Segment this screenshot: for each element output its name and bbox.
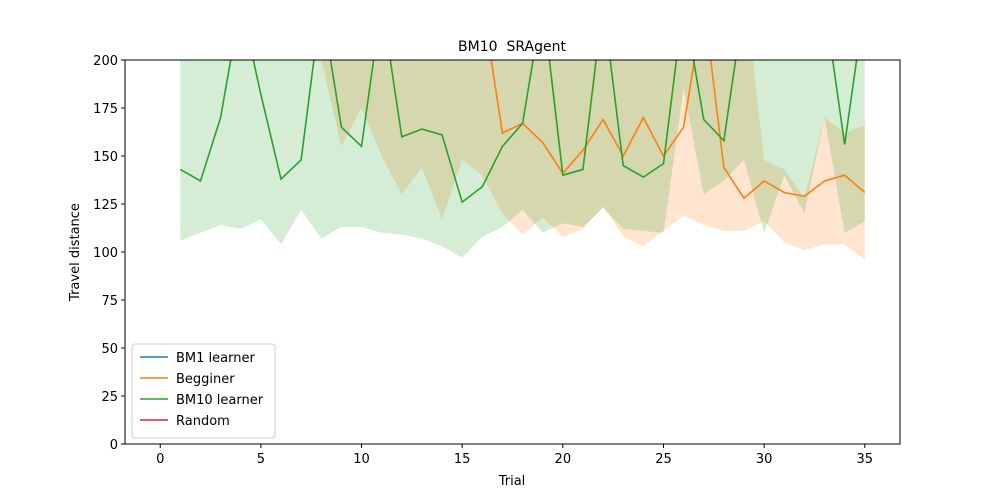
band <box>180 60 865 258</box>
legend-label: BM1 learner <box>176 351 255 366</box>
x-axis-label: Trial <box>498 474 526 489</box>
legend-label: Random <box>176 414 230 429</box>
x-tick-label: 35 <box>856 452 873 467</box>
legend: BM1 learner Begginer BM10 learner Random <box>131 343 276 439</box>
chart-title: BM10 SRAgent <box>458 39 566 55</box>
y-tick-label: 175 <box>93 102 118 117</box>
x-tick-label: 20 <box>555 452 572 467</box>
series-line <box>179 60 858 204</box>
axes: 0 5 10 15 20 25 30 35 0 25 50 75 100 125 150 175 200 <box>93 54 873 467</box>
legend-box <box>131 343 276 439</box>
x-tick-label: 10 <box>353 452 370 467</box>
y-axis-label: Travel distance <box>68 203 83 302</box>
x-tick-label: 0 <box>156 452 164 467</box>
y-tick-label: 50 <box>101 342 118 357</box>
y-tick-label: 150 <box>93 150 118 165</box>
x-tick-label: 5 <box>257 452 265 467</box>
y-tick-label: 0 <box>110 438 118 453</box>
y-tick-label: 75 <box>101 294 118 309</box>
y-tick-label: 125 <box>93 198 118 213</box>
y-tick-label: 100 <box>93 246 118 261</box>
series-line <box>490 60 866 200</box>
x-tick-label: 15 <box>454 452 471 467</box>
lines <box>179 60 866 204</box>
y-tick-label: 25 <box>101 390 118 405</box>
x-tick-label: 25 <box>655 452 672 467</box>
legend-label: BM10 learner <box>176 393 264 408</box>
y-tick-label: 200 <box>93 54 118 69</box>
legend-label: Begginer <box>176 372 235 387</box>
x-tick-label: 30 <box>756 452 773 467</box>
